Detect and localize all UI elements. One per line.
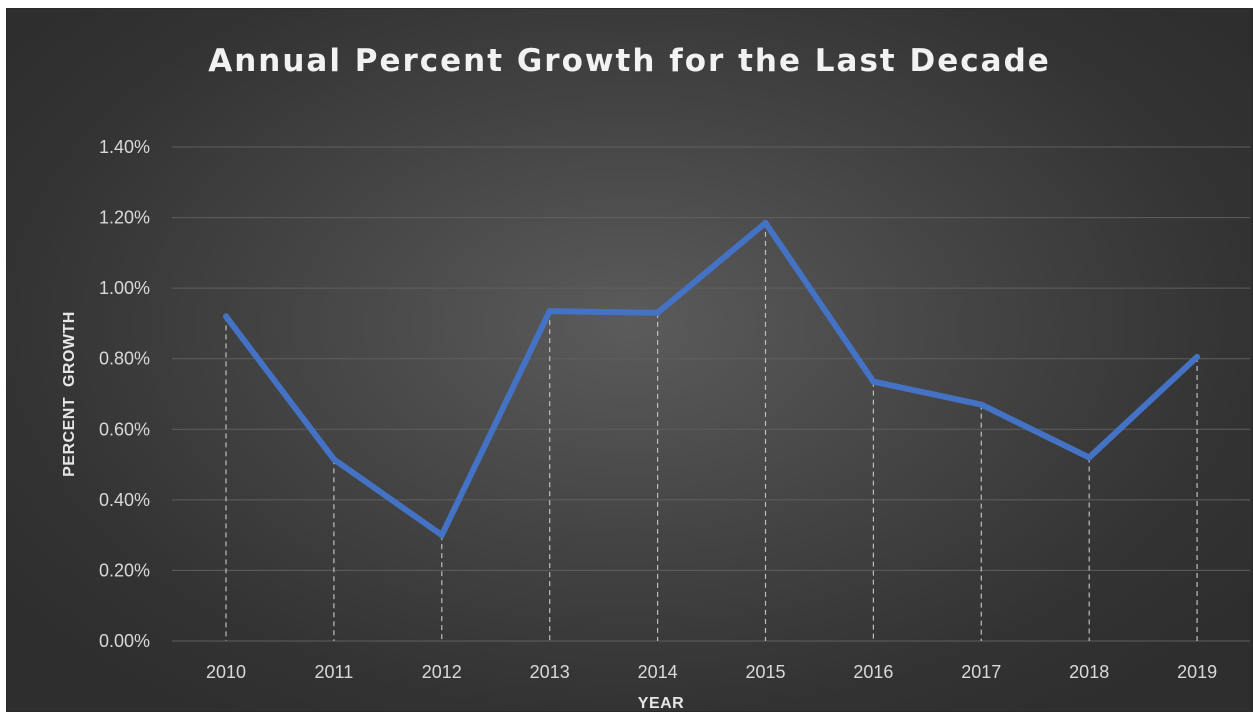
x-axis-title: YEAR xyxy=(638,695,684,712)
y-tick-label: 0.00% xyxy=(99,631,150,651)
y-tick-label: 0.40% xyxy=(99,490,150,510)
data-point xyxy=(438,532,445,539)
x-tick-label: 2014 xyxy=(638,662,678,682)
data-point xyxy=(546,308,553,315)
series-line-group xyxy=(223,219,1201,539)
y-tick-label: 0.60% xyxy=(99,419,150,439)
y-tick-label: 1.20% xyxy=(99,208,150,228)
data-point xyxy=(223,313,229,320)
data-point xyxy=(978,401,985,408)
y-tick-label: 1.40% xyxy=(99,137,150,157)
x-tick-label: 2013 xyxy=(530,662,570,682)
x-tick-label: 2012 xyxy=(422,662,462,682)
chart-title: Annual Percent Growth for the Last Decad… xyxy=(208,43,1051,79)
series-line xyxy=(223,219,1201,539)
x-tick-label: 2015 xyxy=(745,662,785,682)
data-point xyxy=(330,456,337,463)
x-tick-label: 2011 xyxy=(315,662,354,682)
x-axis-ticks: 2010 2011 2012 2013 2014 2015 2016 2017 2018 2019 xyxy=(206,662,1217,682)
data-point xyxy=(762,219,769,226)
x-tick-label: 2018 xyxy=(1069,662,1109,682)
y-tick-label: 1.00% xyxy=(99,278,150,298)
y-axis-title: PERCENT GROWTH xyxy=(61,311,78,477)
x-tick-label: 2019 xyxy=(1177,662,1217,682)
chart-area: Annual Percent Growth for the Last Decad… xyxy=(6,8,1253,712)
data-point xyxy=(1086,454,1093,461)
y-tick-label: 0.20% xyxy=(99,560,150,580)
data-point xyxy=(870,378,877,385)
x-tick-label: 2016 xyxy=(853,662,893,682)
gridlines xyxy=(172,146,1250,642)
x-tick-label: 2017 xyxy=(961,662,1001,682)
x-tick-label: 2010 xyxy=(206,662,246,682)
data-point xyxy=(654,309,661,316)
data-point xyxy=(1194,353,1201,360)
drop-lines xyxy=(225,222,1198,641)
y-tick-label: 0.80% xyxy=(99,349,150,369)
y-axis-ticks: 0.00% 0.20% 0.40% 0.60% 0.80% 1.00% 1.20% 1.40% xyxy=(99,137,150,651)
